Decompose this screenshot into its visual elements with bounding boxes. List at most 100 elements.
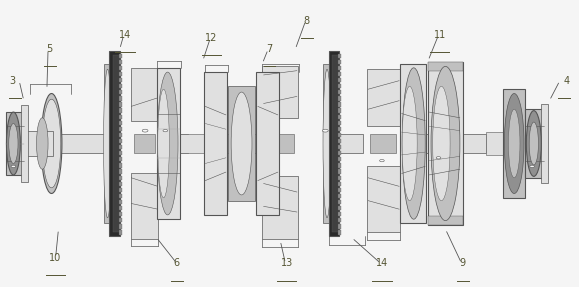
Bar <box>119 84 122 88</box>
Bar <box>541 104 548 183</box>
Text: 8: 8 <box>304 16 310 26</box>
Bar <box>236 133 262 154</box>
Text: 6: 6 <box>174 259 180 268</box>
Bar <box>109 51 120 236</box>
Bar <box>119 115 122 119</box>
Bar <box>119 176 122 180</box>
Bar <box>338 194 342 198</box>
Bar <box>338 108 342 113</box>
Bar <box>179 133 234 154</box>
Bar <box>416 133 486 154</box>
Bar <box>338 163 342 168</box>
Text: 14: 14 <box>376 259 388 268</box>
Ellipse shape <box>6 112 20 175</box>
Bar <box>338 54 342 58</box>
Text: 14: 14 <box>119 30 131 40</box>
Ellipse shape <box>402 68 425 219</box>
Bar <box>338 139 342 143</box>
Text: 7: 7 <box>266 44 272 54</box>
Ellipse shape <box>142 129 148 132</box>
Ellipse shape <box>436 157 441 159</box>
Bar <box>338 157 342 162</box>
Bar <box>42 133 109 154</box>
Ellipse shape <box>508 109 520 178</box>
Bar <box>119 224 122 228</box>
Text: 4: 4 <box>564 76 570 86</box>
Bar <box>338 176 342 180</box>
Bar <box>338 84 342 88</box>
Ellipse shape <box>163 129 168 132</box>
Bar <box>338 188 342 192</box>
Bar <box>131 68 159 121</box>
Text: 3: 3 <box>9 76 15 86</box>
Ellipse shape <box>529 122 538 165</box>
Ellipse shape <box>323 69 331 218</box>
Bar <box>119 182 122 186</box>
Bar <box>329 133 364 154</box>
Bar <box>119 66 122 70</box>
Bar <box>338 200 342 204</box>
Bar <box>119 194 122 198</box>
Bar <box>119 54 122 58</box>
Bar <box>367 166 401 232</box>
Bar <box>6 112 24 175</box>
Ellipse shape <box>9 123 18 164</box>
Bar <box>338 212 342 216</box>
Bar <box>119 188 122 192</box>
Bar <box>204 72 227 215</box>
Ellipse shape <box>530 165 534 168</box>
Ellipse shape <box>158 89 169 198</box>
Bar <box>338 182 342 186</box>
Bar <box>323 63 332 224</box>
Bar <box>119 78 122 82</box>
Bar <box>262 66 298 118</box>
Ellipse shape <box>504 94 524 193</box>
Bar <box>119 72 122 76</box>
Ellipse shape <box>11 165 16 168</box>
Bar <box>338 127 342 131</box>
Bar <box>338 66 342 70</box>
Bar <box>401 63 426 224</box>
Bar <box>338 115 342 119</box>
Bar <box>157 68 179 219</box>
Bar <box>119 163 122 168</box>
Bar <box>25 131 53 156</box>
Ellipse shape <box>42 99 61 188</box>
Bar <box>119 230 122 234</box>
Bar <box>338 121 342 125</box>
Bar <box>113 55 120 232</box>
Bar <box>338 133 342 137</box>
Bar <box>428 216 463 225</box>
Bar <box>119 169 122 174</box>
Text: 9: 9 <box>460 259 466 268</box>
Bar <box>119 139 122 143</box>
Bar <box>338 90 342 94</box>
Bar <box>428 62 463 225</box>
Ellipse shape <box>526 111 541 176</box>
Bar <box>329 51 339 236</box>
Text: 10: 10 <box>49 253 62 263</box>
Ellipse shape <box>157 72 178 215</box>
Bar <box>338 151 342 155</box>
Bar <box>338 206 342 210</box>
Bar <box>338 218 342 222</box>
Bar <box>367 69 401 126</box>
Ellipse shape <box>323 129 328 132</box>
Bar <box>131 173 159 239</box>
Ellipse shape <box>41 94 62 193</box>
Bar <box>371 133 397 154</box>
Ellipse shape <box>402 86 417 201</box>
Bar <box>338 145 342 149</box>
Bar <box>428 62 463 71</box>
Bar <box>338 78 342 82</box>
Bar <box>104 63 112 224</box>
Text: 13: 13 <box>280 259 293 268</box>
Bar <box>134 133 156 154</box>
Bar <box>262 176 298 239</box>
Bar <box>21 105 28 182</box>
Ellipse shape <box>36 118 48 169</box>
Bar <box>119 90 122 94</box>
Text: 11: 11 <box>434 30 446 40</box>
Bar <box>256 72 279 215</box>
Bar <box>119 127 122 131</box>
